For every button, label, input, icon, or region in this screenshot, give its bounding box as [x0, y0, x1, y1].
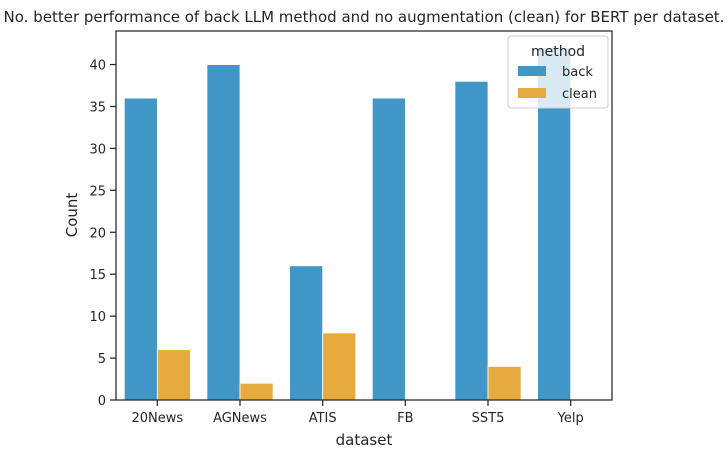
bar-back-FB — [371, 97, 406, 401]
bar-back-20News — [123, 97, 158, 401]
y-axis: 0 5 10 15 20 25 30 35 40 — [89, 59, 116, 409]
y-axis-label: Count — [63, 193, 81, 238]
y-tick-label: 40 — [89, 59, 106, 74]
y-tick-label: 30 — [89, 142, 106, 157]
x-tick-label: FB — [397, 411, 413, 426]
legend-label-clean: clean — [562, 87, 597, 102]
y-tick-label: 5 — [98, 352, 106, 367]
legend-label-back: back — [562, 65, 593, 80]
y-tick-label: 35 — [89, 100, 106, 115]
y-tick-label: 0 — [98, 394, 106, 409]
plot-frame — [115, 30, 613, 401]
x-tick-label: Yelp — [557, 411, 584, 426]
legend-swatch-back — [518, 66, 546, 76]
x-tick-label: 20News — [131, 411, 183, 426]
y-tick-label: 25 — [89, 184, 106, 199]
y-tick-label: 15 — [89, 268, 106, 283]
bar-back-ATIS — [289, 265, 324, 401]
bar-back-SST5 — [454, 80, 489, 401]
bar-clean-ATIS — [322, 332, 357, 401]
legend: method back clean — [507, 35, 609, 109]
x-tick-label: AGNews — [213, 411, 267, 426]
chart-title: No. better performance of back LLM metho… — [4, 8, 725, 26]
x-axis-label: dataset — [336, 431, 393, 449]
y-tick-label: 20 — [89, 226, 106, 241]
legend-swatch-clean — [518, 88, 546, 98]
bar-clean-AGNews — [239, 382, 274, 401]
bars-group — [123, 47, 572, 401]
bar-back-AGNews — [206, 64, 241, 401]
legend-title: method — [531, 44, 585, 60]
bar-clean-SST5 — [487, 366, 522, 401]
x-axis: 20News AGNews ATIS FB SST5 Yelp — [131, 400, 584, 426]
y-tick-label: 10 — [89, 310, 106, 325]
x-tick-label: SST5 — [472, 411, 505, 426]
x-tick-label: ATIS — [309, 411, 337, 426]
bar-clean-20News — [156, 349, 191, 401]
